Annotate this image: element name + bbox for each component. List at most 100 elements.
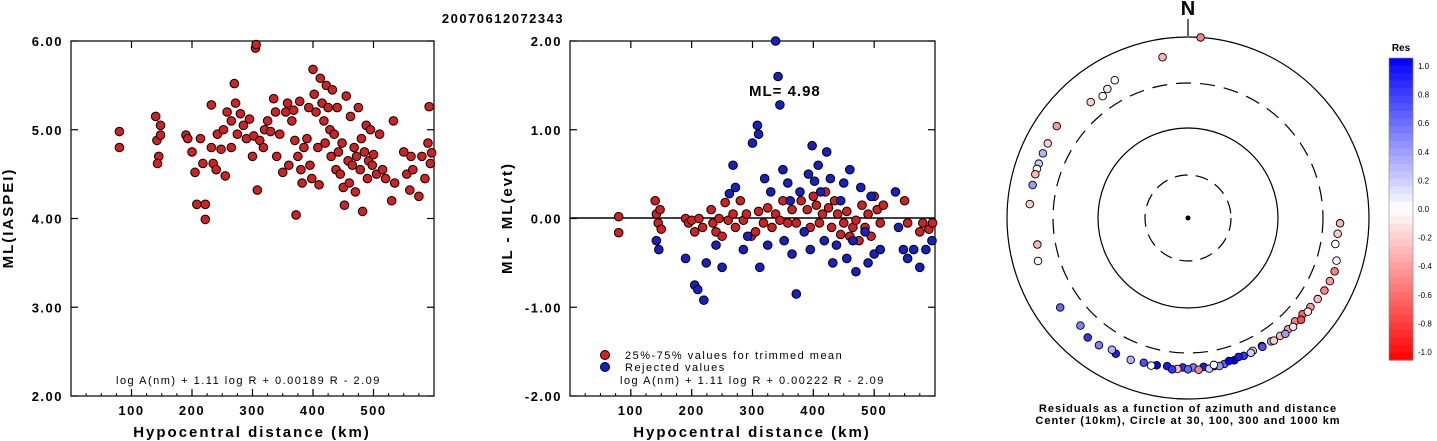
trimmed-point [811, 200, 822, 210]
colorbar-tick-label: 0.6 [1418, 119, 1430, 128]
magnitude-point [218, 124, 229, 135]
magnitude-point [252, 185, 263, 195]
magnitude-point [302, 133, 312, 144]
station-marker [1331, 239, 1340, 249]
colorbar-cell [1389, 103, 1413, 112]
trimmed-point [878, 200, 889, 210]
rejected-point [730, 182, 741, 193]
rejected-point [654, 244, 664, 255]
circle-100km [1097, 127, 1279, 309]
colorbar-cell [1389, 88, 1413, 97]
colorbar-cell [1389, 246, 1413, 255]
legend-label-trimmed: 25%-75% values for trimmed mean [625, 350, 843, 362]
magnitude-point [287, 116, 297, 126]
rejected-point [775, 100, 785, 110]
magnitude-point [206, 100, 217, 110]
trimmed-point [851, 215, 861, 226]
legend-marker-rejected [600, 362, 610, 372]
station-marker [1332, 256, 1341, 265]
rejected-point [738, 244, 749, 255]
magnitude-point [323, 102, 333, 113]
plot-frame [70, 40, 435, 397]
station-marker [1335, 219, 1345, 228]
magnitude-point [274, 129, 285, 139]
station-marker [1098, 91, 1107, 101]
magnitude-point [380, 173, 391, 184]
magnitude-point [114, 142, 125, 153]
trimmed-point [650, 195, 660, 206]
caption-line1: Residuals as a function of azimuth and d… [1039, 403, 1337, 415]
colorbar-tick-label: -0.6 [1418, 291, 1432, 300]
rejected-point [701, 258, 712, 268]
station-marker [1094, 340, 1104, 350]
y-tick-label: 1.00 [531, 123, 562, 138]
y-tick-label: 2.00 [32, 389, 63, 404]
rejected-point [791, 289, 802, 299]
trimmed-point [835, 229, 846, 240]
colorbar-cell [1389, 322, 1413, 331]
magnitude-point [303, 102, 314, 113]
trimmed-point [758, 218, 769, 228]
colorbar-cell [1389, 307, 1413, 316]
rejected-point [841, 253, 852, 264]
y-axis-ticks: -2.00 -1.00 0.00 1.00 2.00 [525, 34, 935, 404]
magnitude-point [270, 107, 281, 117]
station-marker [1196, 33, 1205, 42]
rejected-point [855, 182, 866, 193]
colorbar-cell [1389, 254, 1413, 263]
magnitude-point [339, 200, 350, 210]
trimmed-point [741, 209, 752, 219]
magnitude-point [311, 107, 321, 117]
magnitude-point [265, 126, 276, 137]
colorbar-cell [1389, 299, 1413, 308]
magnitude-point [423, 138, 433, 148]
figure-title: 20070612072343 [442, 11, 564, 26]
rejected-point [809, 176, 820, 187]
colorbar-cell [1389, 329, 1413, 338]
trimmed-point [730, 222, 741, 233]
trimmed-point [927, 218, 938, 228]
magnitude-point [349, 142, 359, 153]
data-points [613, 36, 938, 305]
x-tick-label: 100 [618, 403, 644, 418]
colorbar-cell [1389, 73, 1413, 82]
trimmed-point [656, 224, 667, 234]
station-marker [1246, 348, 1256, 358]
colorbar-cell [1389, 337, 1413, 346]
colorbar-cell [1389, 110, 1413, 119]
trimmed-point [706, 204, 716, 215]
magnitude-point [293, 151, 303, 162]
magnitude-point [326, 151, 336, 162]
magnitude-point [425, 158, 436, 169]
magnitude-point [222, 107, 232, 117]
formula-text: log A(nm) + 1.11 log R + 0.00189 R - 2.0… [116, 375, 381, 387]
colorbar-cell [1389, 352, 1413, 361]
colorbar-cell [1389, 344, 1413, 354]
trimmed-point [735, 195, 746, 206]
magnitude-point [220, 171, 231, 181]
magnitude-point [226, 116, 237, 126]
colorbar-tick-label: -0.2 [1418, 234, 1432, 243]
trimmed-point [787, 204, 797, 215]
colorbar-cell [1389, 224, 1413, 233]
station-marker [1031, 169, 1040, 179]
rejected-point [863, 258, 873, 268]
magnitude-point [347, 160, 358, 171]
magnitude-point [335, 169, 346, 179]
trimmed-point [817, 209, 828, 219]
station-marker [1313, 294, 1322, 304]
rejected-point [898, 244, 909, 255]
trimmed-point [838, 218, 849, 228]
magnitude-point [329, 129, 339, 139]
rejected-point [805, 244, 816, 255]
magnitude-point [190, 167, 200, 178]
station-marker [1234, 352, 1243, 362]
trimmed-point [775, 215, 785, 226]
trimmed-point [902, 218, 913, 228]
magnitude-point [377, 164, 388, 175]
colorbar-cell [1389, 186, 1413, 195]
station-marker [1110, 75, 1120, 85]
x-tick-label: 100 [118, 403, 144, 418]
magnitude-point [420, 173, 430, 184]
trimmed-point [782, 218, 793, 228]
